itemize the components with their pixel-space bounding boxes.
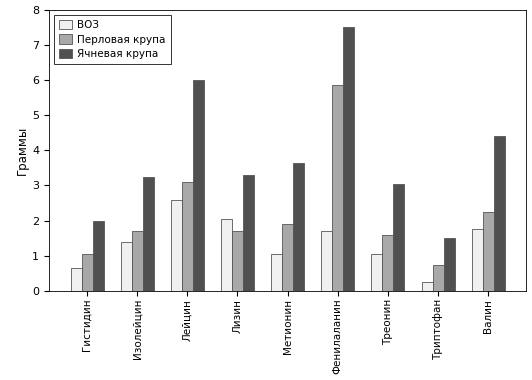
- Bar: [444, 238, 455, 291]
- Bar: [494, 136, 505, 291]
- Y-axis label: Граммы: Граммы: [16, 126, 29, 175]
- Legend: ВОЗ, Перловая крупа, Ячневая крупа: ВОЗ, Перловая крупа, Ячневая крупа: [54, 15, 171, 64]
- Bar: [143, 177, 154, 291]
- Bar: [332, 85, 343, 291]
- Bar: [81, 254, 93, 291]
- Bar: [383, 235, 394, 291]
- Bar: [121, 242, 132, 291]
- Bar: [343, 27, 354, 291]
- Bar: [293, 163, 304, 291]
- Bar: [371, 254, 383, 291]
- Bar: [71, 268, 81, 291]
- Bar: [221, 219, 232, 291]
- Bar: [472, 230, 483, 291]
- Bar: [93, 221, 104, 291]
- Bar: [232, 231, 243, 291]
- Bar: [193, 80, 204, 291]
- Bar: [182, 182, 193, 291]
- Bar: [171, 200, 182, 291]
- Bar: [282, 224, 293, 291]
- Bar: [132, 231, 143, 291]
- Bar: [483, 212, 494, 291]
- Bar: [433, 264, 444, 291]
- Bar: [421, 282, 433, 291]
- Bar: [271, 254, 282, 291]
- Bar: [243, 175, 254, 291]
- Bar: [321, 231, 332, 291]
- Bar: [394, 184, 404, 291]
